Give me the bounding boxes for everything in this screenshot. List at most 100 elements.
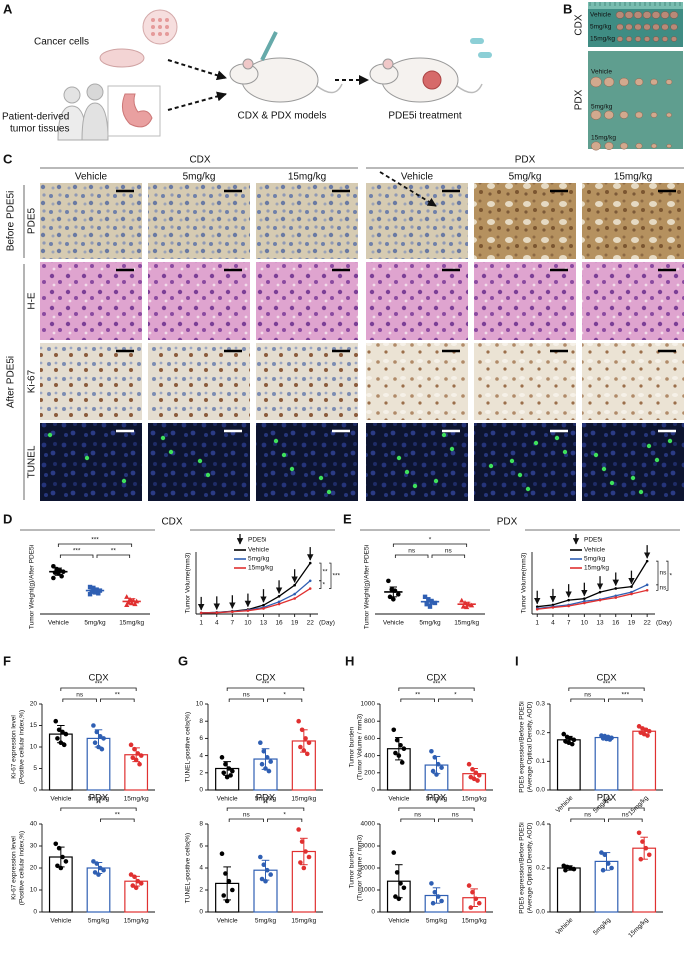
data-point xyxy=(226,878,232,884)
data-point xyxy=(96,872,101,877)
significance-label: *** xyxy=(95,681,103,688)
y-tick-label: 6 xyxy=(199,843,203,850)
data-point xyxy=(261,749,267,754)
legend-label: Vehicle xyxy=(248,547,269,554)
data-point xyxy=(230,768,235,774)
data-point xyxy=(63,859,69,864)
legend-label: 5mg/kg xyxy=(584,556,606,563)
y-tick-label: 8 xyxy=(199,821,203,828)
data-point xyxy=(130,755,136,761)
micrograph xyxy=(256,183,358,259)
data-point xyxy=(646,852,652,858)
data-point xyxy=(128,742,134,748)
tumor-sample xyxy=(643,23,651,31)
data-point xyxy=(645,559,649,563)
photo-group-label: PDX xyxy=(574,89,585,110)
data-point xyxy=(396,753,402,758)
x-tick-label: 1 xyxy=(535,620,539,627)
y-tick-label: 400 xyxy=(364,752,375,759)
significance-bracket xyxy=(267,818,303,822)
data-point xyxy=(135,751,141,756)
data-point xyxy=(470,889,475,895)
significance-bracket xyxy=(438,698,473,702)
mouse-tail xyxy=(316,83,343,94)
tumor-sample xyxy=(620,142,628,150)
data-point xyxy=(386,578,391,584)
stage-label: Before PDE5i xyxy=(6,191,17,252)
data-point xyxy=(439,898,444,904)
micrograph xyxy=(148,262,250,340)
data-point xyxy=(268,872,273,877)
tumor-sample xyxy=(652,23,660,31)
x-tick-label: Vehicle xyxy=(388,918,409,925)
x-tick-label: 15mg/kg xyxy=(124,918,149,925)
micrograph xyxy=(366,262,468,340)
data-point xyxy=(259,876,265,882)
significance-label: ** xyxy=(115,812,121,819)
data-point xyxy=(132,746,137,752)
data-point xyxy=(561,731,567,737)
tumor-sample xyxy=(625,36,633,42)
series-line xyxy=(201,587,311,614)
legend-label: Vehicle xyxy=(584,547,605,554)
tumor-sample xyxy=(661,23,669,31)
data-point xyxy=(567,604,570,608)
legend-label: PDE5i xyxy=(584,537,602,544)
data-point xyxy=(607,737,613,742)
data-point xyxy=(219,755,225,760)
tumor-sample xyxy=(616,36,624,42)
x-tick-label: 5mg/kg xyxy=(426,918,448,925)
tunel-signal xyxy=(488,463,494,469)
micrograph xyxy=(40,183,142,259)
y-tick-label: 0 xyxy=(33,909,37,916)
y-axis-label: Ki-67 expression level xyxy=(11,836,18,900)
x-tick-label: 5mg/kg xyxy=(592,916,612,936)
data-point xyxy=(132,601,138,607)
micrograph xyxy=(148,343,250,420)
data-point xyxy=(96,591,101,596)
y-axis-label: (Tumor Volume / mm3) xyxy=(357,835,364,901)
significance-label: ** xyxy=(263,801,269,808)
data-point xyxy=(268,759,273,764)
tumor-sample xyxy=(624,11,634,19)
marker-arrow xyxy=(379,171,437,207)
row-label: TUNEL xyxy=(27,445,38,478)
micrograph xyxy=(256,343,358,420)
cell xyxy=(165,25,169,29)
photo-row-label: 5mg/kg xyxy=(591,104,613,111)
y-axis-label: (Average Optical Density, AOD) xyxy=(527,702,534,793)
data-point xyxy=(263,766,268,771)
x-tick-label: 7 xyxy=(567,620,571,627)
y-tick-label: 15 xyxy=(30,722,38,729)
chart-title: PDX xyxy=(89,793,109,804)
significance-bracket xyxy=(608,818,643,822)
significance-bracket xyxy=(57,543,133,547)
y-axis-label: Tumor Weight(g)/After PDE5i xyxy=(29,545,36,629)
x-tick-label: 15mg/kg xyxy=(119,620,144,627)
micrograph xyxy=(40,343,142,420)
x-tick-label: 16 xyxy=(612,620,620,627)
x-tick-label: 10 xyxy=(581,620,589,627)
x-tick-label: 5mg/kg xyxy=(426,796,448,803)
significance-bracket xyxy=(319,580,322,589)
data-point xyxy=(583,601,586,605)
significance-bracket xyxy=(228,818,264,822)
data-point xyxy=(391,727,397,733)
data-point xyxy=(630,590,633,594)
data-point xyxy=(124,594,130,599)
x-tick-label: 5mg/kg xyxy=(419,620,441,627)
data-point xyxy=(301,865,307,871)
y-tick-label: 2000 xyxy=(361,865,376,872)
tunel-signal xyxy=(517,472,523,478)
data-point xyxy=(137,761,142,767)
data-point xyxy=(246,609,250,612)
tumor-sample xyxy=(634,78,644,86)
tunel-signal xyxy=(160,435,166,441)
x-axis-label: (Day) xyxy=(319,620,335,627)
x-tick-label: 5mg/kg xyxy=(255,796,277,803)
panel-label: C xyxy=(3,151,13,166)
micrograph xyxy=(256,262,358,340)
significance-label: ** xyxy=(415,692,421,699)
data-point xyxy=(476,900,482,906)
micrograph xyxy=(366,343,468,420)
